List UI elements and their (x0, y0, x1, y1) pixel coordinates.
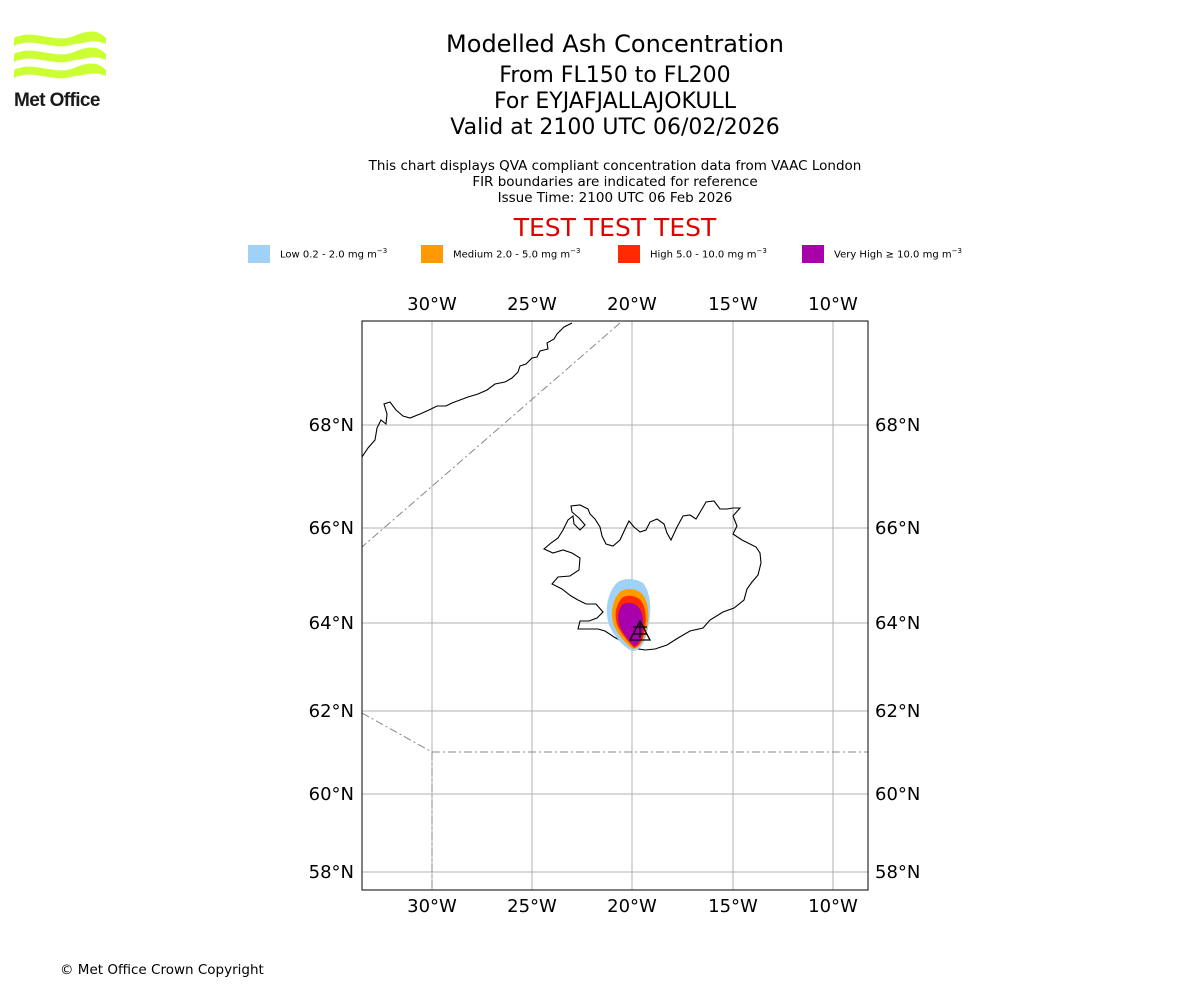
lon-label-bottom-10w: 10°W (808, 896, 858, 917)
lat-label-left-58n: 58°N (309, 862, 354, 883)
lat-label-left-64n: 64°N (309, 613, 354, 634)
lat-label-left-68n: 68°N (309, 415, 354, 436)
note-fir: FIR boundaries are indicated for referen… (472, 174, 758, 190)
lat-label-right-62n: 62°N (875, 701, 920, 722)
legend-label-high: High 5.0 - 10.0 mg m (650, 249, 757, 261)
legend-swatch-high (618, 245, 640, 263)
lat-label-right-66n: 66°N (875, 518, 920, 539)
note-qva: This chart displays QVA compliant concen… (368, 158, 862, 174)
legend-swatch-very-high (802, 245, 824, 263)
legend-item-high: High 5.0 - 10.0 mg m−3 (618, 244, 767, 264)
legend-label-very-high: Very High ≥ 10.0 mg m (834, 249, 952, 261)
lat-label-right-58n: 58°N (875, 862, 920, 883)
logo-text: Met Office (14, 90, 100, 111)
lat-label-right-60n: 60°N (875, 784, 920, 805)
lon-label-bottom-15w: 15°W (708, 896, 758, 917)
copyright: © Met Office Crown Copyright (60, 962, 264, 978)
legend-swatch-medium (421, 245, 443, 263)
legend-item-very-high: Very High ≥ 10.0 mg m−3 (802, 244, 962, 264)
lat-label-right-68n: 68°N (875, 415, 920, 436)
issue-time: Issue Time: 2100 UTC 06 Feb 2026 (497, 190, 733, 206)
legend-label-medium: Medium 2.0 - 5.0 mg m (453, 249, 571, 261)
lon-label-bottom-30w: 30°W (407, 896, 457, 917)
fir-boundary-shanwick (362, 712, 868, 753)
ash-area-very-high (618, 602, 644, 646)
lon-label-bottom-25w: 25°W (507, 896, 557, 917)
legend-swatch-low (248, 245, 270, 263)
graticule (362, 321, 868, 890)
lon-label-bottom-20w: 20°W (607, 896, 657, 917)
lat-label-left-60n: 60°N (309, 784, 354, 805)
lat-label-left-66n: 66°N (309, 518, 354, 539)
chart-title: Modelled Ash Concentration (446, 30, 784, 58)
legend-item-medium: Medium 2.0 - 5.0 mg m−3 (421, 244, 580, 264)
lat-label-left-62n: 62°N (309, 701, 354, 722)
fir-boundaries (362, 322, 868, 890)
lon-label-top-20w: 20°W (607, 294, 657, 315)
lon-label-top-25w: 25°W (507, 294, 557, 315)
lon-label-top-10w: 10°W (808, 294, 858, 315)
map-frame (361, 320, 869, 891)
volcano-name: For EYJAFJALLAJOKULL (494, 89, 736, 114)
greenland-coastline (362, 322, 573, 458)
valid-time: Valid at 2100 UTC 06/02/2026 (450, 115, 780, 140)
iceland-coastline (542, 500, 762, 651)
legend-label-low: Low 0.2 - 2.0 mg m (280, 249, 377, 261)
legend-item-low: Low 0.2 - 2.0 mg m−3 (248, 244, 387, 264)
test-banner: TEST TEST TEST (513, 213, 717, 242)
fir-boundary-greenland (362, 322, 621, 548)
flight-levels: From FL150 to FL200 (499, 63, 731, 88)
lon-label-top-15w: 15°W (708, 294, 758, 315)
volcano-triangle-icon (628, 619, 652, 641)
lon-label-top-30w: 30°W (407, 294, 457, 315)
met-office-waves-icon (14, 31, 106, 79)
lat-label-right-64n: 64°N (875, 613, 920, 634)
met-office-logo: Met Office (14, 30, 108, 112)
